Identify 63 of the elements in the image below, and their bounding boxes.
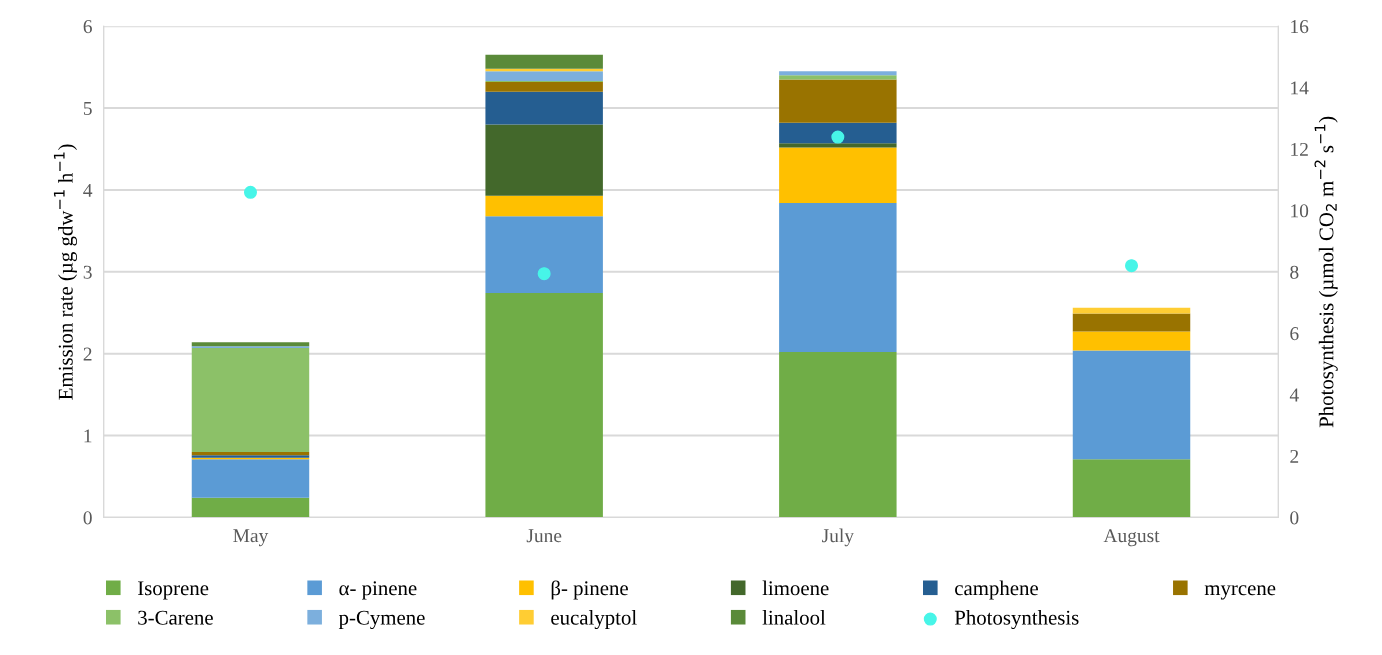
bar (1072, 331, 1191, 351)
legend-label: eucalyptol (551, 610, 637, 630)
bar (191, 459, 310, 498)
y2-tick-label: 14 (1291, 81, 1309, 95)
y2-tick-label: 8 (1290, 265, 1299, 279)
point (1125, 259, 1139, 273)
legend-label: Photosynthesis (954, 610, 1079, 630)
bar (1072, 459, 1191, 518)
x-tick-label: June (526, 529, 562, 543)
bar (191, 451, 310, 456)
x-tick-label: July (822, 528, 854, 547)
y2-tick-label: 0 (1290, 511, 1299, 525)
bar (1072, 350, 1191, 460)
bar (779, 352, 897, 518)
bar (191, 342, 310, 347)
y-tick-label: 3 (83, 265, 92, 279)
bar (485, 293, 603, 518)
legend-label: limoene (762, 580, 829, 596)
y2-tick-label: 16 (1291, 20, 1309, 34)
point (537, 267, 551, 281)
y-tick-label: 1 (84, 429, 92, 443)
bar (779, 75, 897, 80)
bar (779, 122, 897, 144)
bar (779, 147, 897, 204)
bar (485, 124, 603, 196)
y2-tick-label: 6 (1290, 327, 1299, 341)
legend-label: α- pinene (339, 581, 417, 600)
bar (485, 71, 603, 82)
bar (1072, 313, 1191, 332)
x-tick-label: May (233, 529, 269, 547)
bar (485, 216, 603, 294)
bar (779, 79, 897, 123)
bar (779, 143, 897, 148)
legend-label: p-Cymene (338, 610, 425, 630)
y-axis-title: Emission rate (µg gdw$^{−1}$ h$^{−1}$) (53, 144, 78, 400)
legend-label: Isoprene (138, 581, 209, 600)
y2-axis-title: Photosynthesis (µmol CO$_{2}$ m$^{−2}$ s$^{−1}$) (1314, 116, 1338, 428)
y-tick-label: 0 (83, 511, 92, 525)
bar (485, 54, 603, 69)
legend-label: β- pinene (551, 580, 628, 600)
y-tick-label: 6 (83, 20, 92, 34)
bar (191, 497, 310, 518)
bar (191, 347, 310, 452)
bar (485, 195, 603, 217)
y-tick-label: 5 (83, 102, 92, 116)
legend-label: linalool (762, 610, 826, 625)
legend-label: 3-Carene (138, 610, 213, 625)
y-tick-label: 2 (83, 347, 92, 361)
y-tick-label: 4 (83, 183, 93, 197)
y2-tick-label: 10 (1291, 204, 1309, 218)
legend-label: myrcene (1204, 585, 1276, 600)
bar (485, 81, 603, 92)
bar (1072, 307, 1191, 314)
point (243, 185, 257, 199)
bar (485, 91, 603, 125)
y2-tick-label: 4 (1289, 388, 1299, 402)
y2-tick-label: 2 (1290, 449, 1299, 463)
legend-label: camphene (955, 580, 1038, 600)
point (831, 130, 845, 144)
bar (779, 203, 897, 353)
x-tick-label: August (1103, 529, 1160, 547)
y2-tick-label: 12 (1291, 142, 1308, 156)
bar (779, 71, 897, 76)
